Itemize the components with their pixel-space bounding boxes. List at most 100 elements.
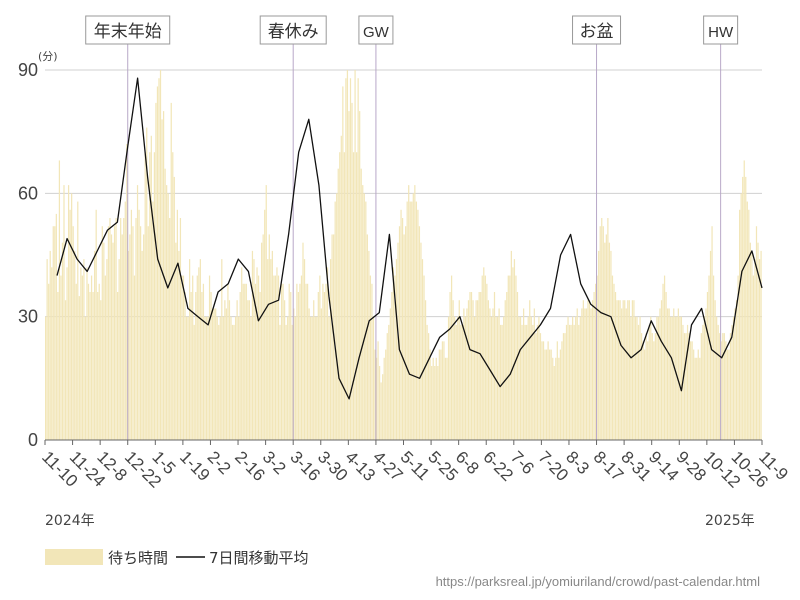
bar bbox=[423, 275, 425, 440]
bar bbox=[616, 300, 618, 440]
bar bbox=[460, 324, 462, 440]
bar bbox=[562, 333, 565, 440]
bar bbox=[640, 333, 643, 440]
bar bbox=[382, 374, 384, 440]
bar bbox=[418, 226, 421, 440]
bar bbox=[712, 275, 715, 440]
bar bbox=[688, 333, 690, 440]
bar bbox=[267, 259, 269, 440]
bar bbox=[521, 324, 523, 440]
bar bbox=[573, 324, 575, 440]
bar bbox=[201, 292, 203, 440]
bar bbox=[470, 292, 473, 440]
bar bbox=[608, 242, 611, 440]
source-url: https://parksreal.jp/yomiuriland/crowd/p… bbox=[436, 574, 761, 589]
legend-label-line: 7日間移動平均 bbox=[209, 549, 309, 567]
bar bbox=[274, 275, 277, 440]
bar bbox=[549, 349, 551, 440]
bar bbox=[708, 275, 710, 440]
bar bbox=[311, 316, 313, 440]
bar bbox=[276, 267, 278, 440]
bar bbox=[178, 250, 180, 440]
bar bbox=[538, 316, 540, 440]
bar bbox=[457, 316, 459, 440]
bar bbox=[127, 250, 129, 440]
bar bbox=[264, 209, 266, 440]
bar bbox=[634, 316, 637, 440]
bar bbox=[300, 275, 303, 440]
bar bbox=[225, 308, 228, 440]
bar bbox=[431, 366, 433, 440]
bar bbox=[325, 283, 327, 440]
bar bbox=[77, 201, 79, 440]
bar bbox=[587, 300, 589, 440]
bar bbox=[748, 209, 750, 440]
bar bbox=[720, 341, 722, 440]
bar bbox=[447, 316, 450, 440]
bar bbox=[268, 234, 270, 440]
bar bbox=[526, 324, 528, 440]
bar bbox=[579, 316, 581, 440]
x-tick-label: 5-11 bbox=[397, 447, 434, 484]
bar bbox=[501, 324, 503, 440]
bar bbox=[506, 292, 508, 440]
bar bbox=[84, 316, 87, 440]
bar bbox=[193, 324, 195, 440]
bar bbox=[518, 316, 520, 440]
bar bbox=[639, 316, 641, 440]
bar bbox=[259, 292, 261, 440]
bar bbox=[515, 275, 517, 440]
bar bbox=[64, 300, 67, 440]
bar bbox=[598, 250, 600, 440]
bar bbox=[478, 292, 480, 440]
bar bbox=[184, 292, 186, 440]
bar bbox=[380, 382, 382, 440]
x-tick-label: 9-28 bbox=[672, 447, 709, 484]
bar bbox=[547, 341, 549, 440]
bar bbox=[306, 283, 309, 440]
bar bbox=[601, 218, 603, 440]
bar bbox=[668, 308, 670, 440]
bar bbox=[241, 267, 243, 440]
bar bbox=[156, 86, 159, 440]
bar bbox=[395, 259, 398, 440]
bar bbox=[86, 267, 88, 440]
bar bbox=[182, 275, 185, 440]
event-label-box bbox=[358, 15, 394, 45]
bar bbox=[472, 300, 474, 440]
bar bbox=[336, 193, 338, 440]
bar bbox=[429, 349, 431, 440]
bar bbox=[251, 250, 254, 440]
moving-average-line bbox=[56, 77, 763, 400]
bar-series bbox=[45, 70, 762, 441]
bar bbox=[622, 300, 624, 440]
bar bbox=[248, 300, 250, 440]
event-markers: 年末年始 春休み GW お盆 HW bbox=[85, 15, 739, 440]
bar bbox=[512, 267, 514, 440]
bar bbox=[696, 357, 698, 440]
x-tick-label: 5-25 bbox=[424, 447, 461, 484]
bar bbox=[346, 70, 349, 440]
bar bbox=[230, 316, 232, 440]
bar bbox=[706, 292, 709, 440]
bar bbox=[435, 357, 437, 440]
bar bbox=[250, 316, 252, 440]
bar bbox=[351, 102, 353, 440]
bar bbox=[477, 300, 479, 440]
bar bbox=[605, 234, 607, 440]
bar bbox=[331, 234, 333, 440]
bar bbox=[726, 349, 728, 440]
bar bbox=[595, 283, 597, 440]
bar bbox=[754, 259, 756, 440]
bar bbox=[483, 267, 485, 440]
bar bbox=[328, 316, 330, 440]
bar bbox=[556, 341, 558, 440]
bar bbox=[656, 316, 658, 440]
bar bbox=[444, 357, 447, 440]
bar bbox=[316, 316, 318, 440]
bar bbox=[454, 316, 456, 440]
bar bbox=[94, 250, 96, 440]
bar bbox=[144, 152, 146, 440]
bar bbox=[509, 275, 511, 440]
